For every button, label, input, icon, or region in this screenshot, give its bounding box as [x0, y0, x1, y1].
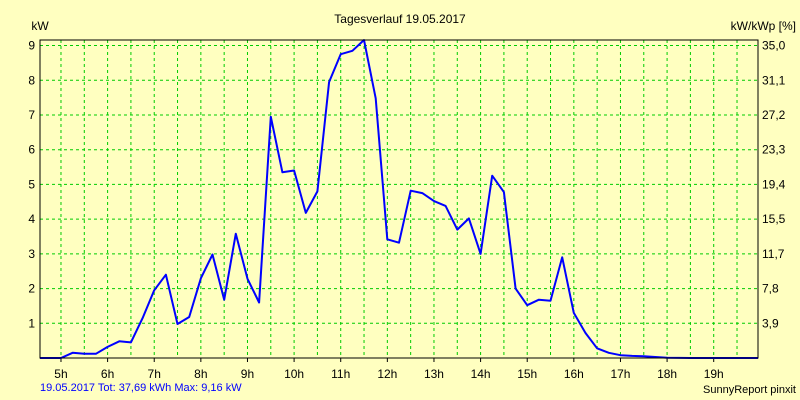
- x-tick-label: 13h: [424, 367, 444, 381]
- y2-tick-label: 31,1: [762, 73, 786, 87]
- y-tick-label: 4: [28, 212, 35, 226]
- y-tick-label: 8: [28, 73, 35, 87]
- axis-ticks: 5h 6h 7h 8h 9h 10h 11h 12h 13h 14h 15h 16h 17h 18h 19h…: [28, 39, 785, 381]
- grid: [40, 40, 758, 358]
- chart-title: Tagesverlauf 19.05.2017: [334, 12, 466, 26]
- x-tick-label: 7h: [148, 367, 161, 381]
- x-tick-label: 18h: [657, 367, 677, 381]
- y2-tick-label: 23,3: [762, 143, 786, 157]
- x-tick-label: 5h: [54, 367, 67, 381]
- series-group: [40, 39, 758, 359]
- y-tick-label: 7: [28, 108, 35, 122]
- y-tick-label: 3: [28, 247, 35, 261]
- x-tick-label: 16h: [564, 367, 584, 381]
- series-line-leistung: [40, 39, 758, 359]
- x-tick-label: 17h: [610, 367, 630, 381]
- x-tick-label: 14h: [471, 367, 491, 381]
- y-axis-label: kW: [31, 19, 49, 33]
- y2-tick-label: 11,7: [762, 247, 785, 261]
- x-tick-label: 15h: [517, 367, 537, 381]
- y-tick-label: 2: [28, 282, 35, 296]
- summary-text: 19.05.2017 Tot: 37,69 kWh Max: 9,16 kW: [40, 382, 242, 394]
- x-tick-label: 8h: [194, 367, 207, 381]
- y-tick-label: 1: [28, 316, 35, 330]
- y2-tick-label: 27,2: [762, 108, 786, 122]
- y-tick-label: 9: [28, 39, 35, 53]
- y2-tick-label: 3,9: [762, 316, 779, 330]
- x-tick-label: 11h: [331, 367, 350, 381]
- x-tick-label: 10h: [284, 367, 304, 381]
- plot-frame: [39, 39, 759, 359]
- x-tick-label: 12h: [377, 367, 397, 381]
- y2-tick-label: 7,8: [762, 282, 779, 296]
- x-tick-label: 9h: [241, 367, 254, 381]
- x-tick-label: 6h: [101, 367, 114, 381]
- brand-text: SunnyReport pinxit: [703, 384, 796, 396]
- x-tick-label: 19h: [704, 367, 724, 381]
- y2-axis-label: kW/kWp [%]: [731, 19, 796, 33]
- y2-tick-label: 35,0: [762, 39, 786, 53]
- y-tick-label: 5: [28, 177, 35, 191]
- y-tick-label: 6: [28, 143, 35, 157]
- y2-tick-label: 19,4: [762, 177, 786, 191]
- y2-tick-label: 15,5: [762, 212, 786, 226]
